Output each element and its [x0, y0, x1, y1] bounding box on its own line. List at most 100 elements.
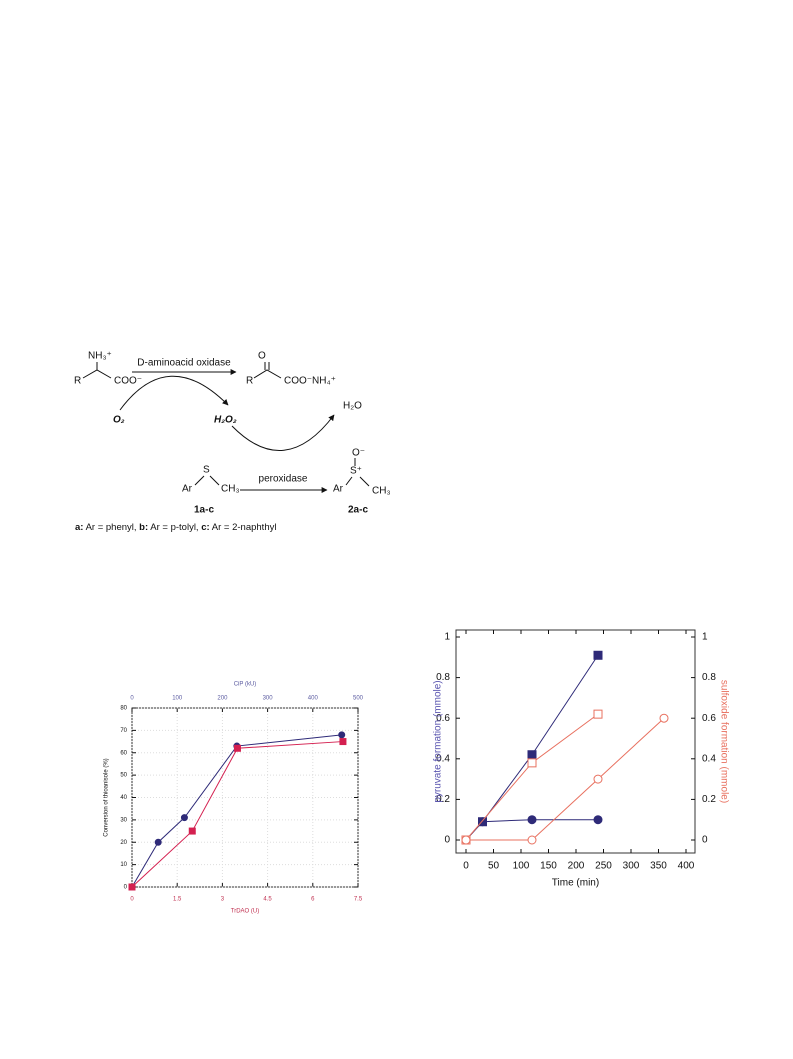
- x-tick-label: 50: [488, 861, 500, 872]
- x-tick-label: 6: [311, 897, 315, 903]
- y-tick-label: 10: [120, 862, 127, 868]
- label: H₂O: [343, 401, 362, 412]
- label: H₂O₂: [214, 415, 237, 426]
- label: peroxidase: [259, 474, 308, 485]
- x2-tick-label: 500: [353, 696, 364, 702]
- label: Ar: [182, 484, 193, 495]
- series-line: [131, 741, 343, 888]
- x2-tick-label: 300: [263, 696, 274, 702]
- label: COO⁻: [114, 376, 142, 387]
- label: O: [258, 351, 266, 362]
- y-tick-label: 0: [124, 885, 128, 891]
- label: R: [246, 376, 253, 387]
- marker: [233, 744, 241, 752]
- x2-tick-label: 200: [217, 696, 228, 702]
- footnote-part: Ar = phenyl,: [83, 522, 139, 533]
- y-tick-label: 0.6: [436, 713, 450, 724]
- marker: [659, 713, 669, 723]
- y-axis-title: Conversion of thioanisole (%): [104, 758, 110, 836]
- marker: [461, 835, 471, 845]
- y-tick-label: 80: [120, 706, 127, 712]
- x2-tick-label: 100: [172, 696, 183, 702]
- y2-axis-title: sulfoxide formation (mmole): [718, 680, 729, 803]
- label: COO⁻NH₄⁺: [284, 376, 336, 387]
- marker: [593, 815, 603, 825]
- label: NH₃⁺: [88, 351, 112, 362]
- x-tick-label: 150: [540, 861, 557, 872]
- footnote-part: c:: [201, 522, 209, 533]
- x-axis-title: Time (min): [552, 878, 599, 889]
- x2-tick-label: 0: [130, 696, 134, 702]
- x-tick-label: 350: [650, 861, 667, 872]
- marker: [527, 835, 537, 845]
- y-tick-label: 30: [120, 817, 127, 823]
- y-tick-label: 0: [444, 835, 450, 846]
- x-tick-label: 400: [678, 861, 695, 872]
- y2-tick-label: 1: [702, 632, 708, 643]
- y2-tick-label: 0.8: [702, 672, 716, 683]
- x-tick-label: 300: [623, 861, 640, 872]
- label: S: [203, 465, 210, 476]
- x-axis-title: TrDAO (U): [231, 909, 259, 915]
- marker: [338, 731, 346, 739]
- x-tick-label: 0: [130, 897, 134, 903]
- label: R: [74, 376, 81, 387]
- series-line: [466, 717, 665, 841]
- marker: [593, 650, 603, 660]
- y2-tick-label: 0.2: [702, 794, 716, 805]
- bond: [82, 362, 112, 379]
- y2-tick-label: 0.6: [702, 713, 716, 724]
- bond: [253, 362, 282, 379]
- x-tick-label: 0: [463, 861, 469, 872]
- x-tick-label: 3: [221, 897, 225, 903]
- marker: [527, 758, 537, 768]
- y-tick-label: 0.4: [436, 753, 450, 764]
- label: O₂: [113, 415, 125, 426]
- x-tick-label: 100: [513, 861, 530, 872]
- y2-tick-label: 0: [702, 835, 708, 846]
- marker: [593, 709, 603, 719]
- marker: [154, 838, 162, 846]
- x-tick-label: 4.5: [263, 897, 272, 903]
- label: D-aminoacid oxidase: [137, 358, 231, 369]
- label: S⁺: [350, 466, 362, 477]
- label: CH₃: [372, 486, 391, 497]
- y-tick-label: 0.2: [436, 794, 450, 805]
- chart: 0 50 100 150 200 250 300 350 400 0 0.2 0.4 0.6 0.8 1 0 0…: [433, 629, 729, 889]
- x2-tick-label: 400: [308, 696, 319, 702]
- x-tick-label: 7.5: [354, 897, 363, 903]
- label: 2a-c: [348, 505, 368, 516]
- arrow: [231, 414, 335, 451]
- footnote-part: Ar = p-tolyl,: [148, 522, 201, 533]
- marker: [188, 827, 196, 835]
- label: 1a-c: [194, 505, 214, 516]
- marker: [128, 883, 136, 891]
- x-tick-label: 250: [595, 861, 612, 872]
- marker: [180, 814, 188, 822]
- y-tick-label: 40: [120, 795, 127, 801]
- label: Ar: [333, 484, 344, 495]
- label: O⁻: [352, 448, 365, 459]
- bond: [194, 475, 220, 486]
- label: CH₃: [221, 484, 240, 495]
- footnote-part: Ar = 2-naphthyl: [210, 522, 277, 533]
- y-tick-label: 20: [120, 840, 127, 846]
- y-tick-label: 0.8: [436, 672, 450, 683]
- x-tick-label: 1.5: [173, 897, 182, 903]
- marker: [339, 738, 347, 746]
- footnote-part: b:: [139, 522, 148, 533]
- marker: [593, 774, 603, 784]
- bond: [345, 458, 370, 487]
- y-tick-label: 50: [120, 773, 127, 779]
- arrow: [119, 375, 229, 411]
- reaction-scheme: NH₃⁺ R COO⁻ D-aminoacid oxidase O R COO⁻…: [74, 351, 391, 533]
- chart: 0 1.5 3 4.5 6 7.5 0 100 200 300 400 500 0 10 20 30 40 50 6…: [104, 682, 364, 915]
- footnote-part: a:: [75, 522, 83, 533]
- x-tick-label: 200: [568, 861, 585, 872]
- y-axis-title: pyruvate formation (mmole): [433, 680, 444, 802]
- marker: [527, 815, 537, 825]
- y-tick-label: 60: [120, 750, 127, 756]
- footnote: a: Ar = phenyl, b: Ar = p-tolyl, c: Ar =…: [75, 522, 276, 533]
- x2-axis-title: CiP (kU): [234, 682, 257, 688]
